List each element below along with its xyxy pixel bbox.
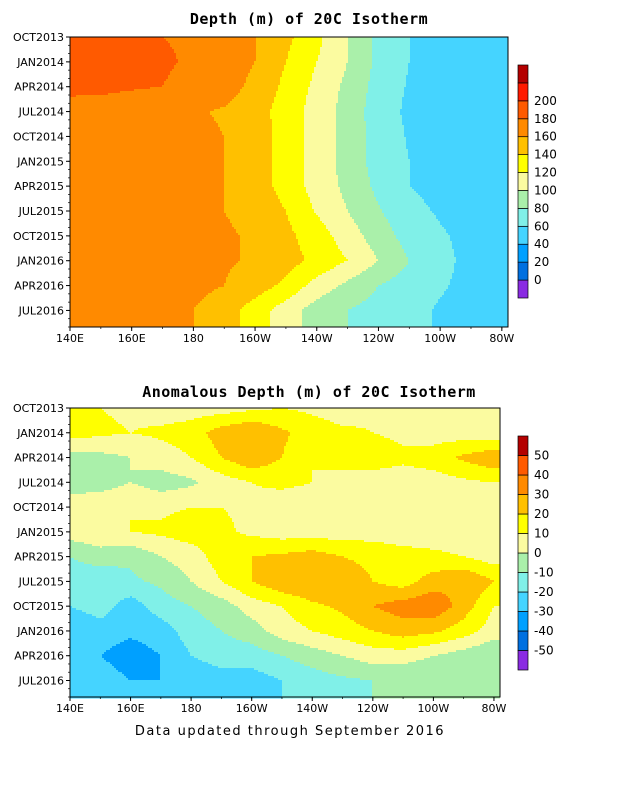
x-tick-label: 100W	[424, 332, 456, 345]
y-tick-label: JAN2014	[16, 427, 64, 440]
colorbar-swatch	[517, 455, 529, 476]
anomaly-chart-title: Anomalous Depth (m) of 20C Isotherm	[142, 383, 476, 401]
y-tick-label: JAN2014	[16, 56, 64, 69]
x-tick-label: 80W	[482, 702, 507, 715]
colorbar-label: 0	[534, 273, 542, 287]
colorbar-swatch	[517, 611, 529, 632]
depth-chart-title: Depth (m) of 20C Isotherm	[189, 10, 429, 28]
y-tick-label: JUL2016	[18, 304, 64, 317]
colorbar-swatch	[517, 533, 529, 554]
colorbar-label: -40	[534, 624, 554, 638]
x-tick-label: 80W	[489, 332, 514, 345]
x-tick-label: 160E	[117, 702, 145, 715]
y-tick-label: JUL2015	[18, 575, 64, 588]
y-tick-label: APR2014	[14, 81, 64, 94]
colorbar-label: -30	[534, 605, 554, 619]
data-updated-note: Data updated through September 2016	[134, 724, 446, 739]
colorbar-label: -50	[534, 644, 554, 658]
y-tick-label: JAN2015	[16, 526, 64, 539]
y-tick-label: OCT2014	[13, 130, 64, 143]
colorbar-label: 50	[534, 449, 549, 463]
y-tick-label: OCT2013	[13, 402, 64, 415]
colorbar-label: 180	[534, 112, 557, 126]
x-tick-label: 140W	[301, 332, 333, 345]
y-tick-label: APR2016	[14, 650, 64, 663]
x-tick-label: 100W	[417, 702, 449, 715]
colorbar-label: -10	[534, 566, 554, 580]
anomaly-chart: OCT2013 JAN2014 APR2014 JUL2014 OCT2014 JAN20…	[13, 402, 554, 715]
y-tick-label: JAN2015	[16, 155, 64, 168]
y-tick-label: OCT2014	[13, 501, 64, 514]
x-tick-label: 140E	[56, 332, 84, 345]
colorbar-swatch	[517, 650, 529, 671]
colorbar-label: 10	[534, 527, 549, 541]
y-tick-label: JUL2014	[18, 106, 64, 119]
colorbar-swatch	[517, 513, 529, 534]
colorbar-label: 40	[534, 468, 549, 482]
colorbar-label: 80	[534, 201, 549, 215]
colorbar-label: 120	[534, 166, 557, 180]
colorbar-swatch	[517, 474, 529, 495]
colorbar-swatch	[517, 435, 529, 456]
x-tick-label: 140E	[56, 702, 84, 715]
x-tick-label: 180	[181, 702, 202, 715]
shaded-field	[70, 408, 500, 699]
y-tick-label: OCT2013	[13, 31, 64, 44]
x-tick-label: 160W	[236, 702, 268, 715]
colorbar-label: 160	[534, 130, 557, 144]
colorbar-swatch	[517, 591, 529, 612]
y-tick-label: APR2016	[14, 280, 64, 293]
colorbar-label: 20	[534, 255, 549, 269]
colorbar-label: 20	[534, 507, 549, 521]
colorbar-label: 100	[534, 183, 557, 197]
colorbar-swatch	[517, 64, 529, 84]
y-tick-label: JAN2016	[16, 625, 64, 638]
x-tick-label: 160E	[118, 332, 146, 345]
shaded-field	[70, 37, 508, 328]
y-tick-label: OCT2015	[13, 600, 64, 613]
colorbar-label: 30	[534, 488, 549, 502]
y-tick-label: APR2014	[14, 452, 64, 465]
y-tick-label: APR2015	[14, 551, 64, 564]
colorbar-label: 140	[534, 148, 557, 162]
colorbar-label: 0	[534, 546, 542, 560]
colorbar-swatch	[517, 630, 529, 651]
colorbar-label: 40	[534, 237, 549, 251]
x-tick-label: 120W	[357, 702, 389, 715]
x-tick-label: 140W	[296, 702, 328, 715]
colorbar-label: -20	[534, 585, 554, 599]
y-tick-label: JUL2015	[18, 205, 64, 218]
y-tick-label: JUL2016	[18, 674, 64, 687]
colorbar-swatch	[517, 552, 529, 573]
colorbar-swatch	[517, 572, 529, 593]
y-tick-label: JUL2014	[18, 476, 64, 489]
plot-frame	[69, 36, 509, 328]
x-tick-label: 120W	[363, 332, 395, 345]
anomaly-panel: Anomalous Depth (m) of 20C Isotherm OCT2…	[13, 383, 554, 715]
y-tick-label: JAN2016	[16, 255, 64, 268]
colorbar-label: 200	[534, 94, 557, 108]
depth-panel: Depth (m) of 20C Isotherm OCT2013 JAN2014…	[0, 0, 618, 360]
x-tick-label: 160W	[239, 332, 271, 345]
x-tick-label: 180	[183, 332, 204, 345]
y-tick-label: OCT2015	[13, 230, 64, 243]
depth-chart: OCT2013 JAN2014 APR2014 JUL2014 OCT2014 JAN20…	[13, 31, 557, 345]
colorbar-swatch	[517, 494, 529, 515]
colorbar-label: 60	[534, 219, 549, 233]
plot-frame	[69, 407, 501, 698]
y-tick-label: APR2015	[14, 180, 64, 193]
